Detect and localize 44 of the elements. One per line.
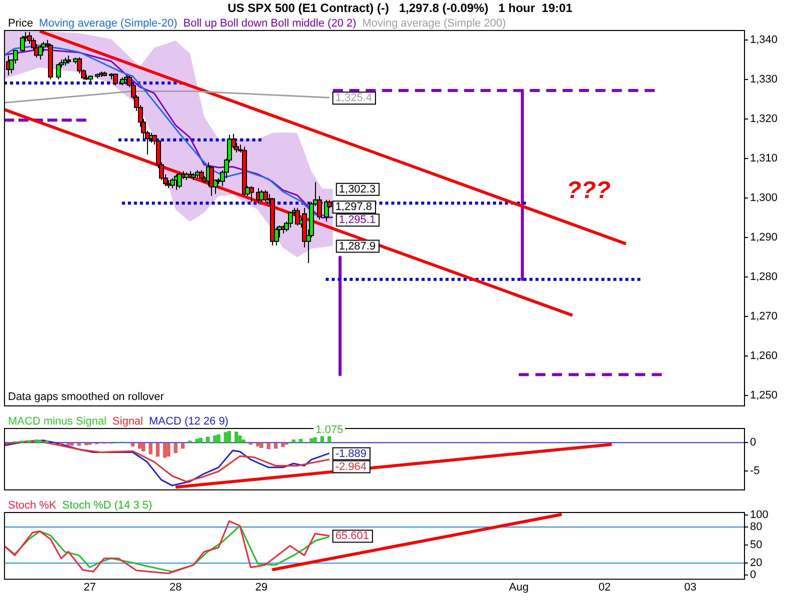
annotation: 1,302.3: [338, 183, 376, 196]
y-tick-label: 1,340: [750, 34, 778, 46]
text: Moving average (Simple 200): [362, 18, 506, 30]
y-tick-label: -5: [750, 464, 760, 477]
annotation: 1,287.9: [338, 240, 376, 252]
y-tick-label: 1,260: [750, 350, 778, 362]
y-tick-label: 50: [750, 539, 762, 552]
data-label: 1,325.4: [335, 92, 372, 104]
y-tick-label: 1,280: [750, 271, 778, 284]
x-tick-label: 29: [255, 581, 268, 594]
x-tick-label: 27: [84, 581, 96, 594]
chart-title: US SPX 500 (E1 Contract) (-) 1,297.8 (-0.09%) 1 hour 19:01: [226, 0, 574, 16]
text: Signal: [112, 416, 143, 428]
y-tick-label: 1,330: [750, 73, 778, 86]
y-tick-label: 0: [750, 436, 756, 449]
y-tick-label: 1,310: [750, 152, 778, 164]
y-tick-label: 1,270: [750, 310, 778, 323]
y-tick-label: 0: [750, 569, 756, 582]
annotation: 1,297.8: [335, 201, 372, 214]
series-label: MACD minus Signal: [8, 416, 106, 428]
annotation: ???: [566, 177, 611, 204]
legend-title: Price: [8, 18, 34, 30]
y-tick-label: 1,320: [750, 112, 778, 125]
data-label: 1,295.1: [338, 214, 376, 226]
y-tick-label: 1,250: [750, 390, 778, 402]
x-tick-label: Aug: [508, 581, 529, 594]
data-label: -2.964: [335, 460, 367, 473]
y-tick-label: 1,300: [750, 192, 778, 204]
x-tick-label: 28: [169, 581, 182, 594]
text: Boll up Boll down Boll middle (20 2): [183, 18, 356, 30]
series-label: Moving average (Simple-20): [39, 18, 178, 30]
y-tick-label: 100: [750, 509, 768, 522]
x-tick-label: 03: [684, 581, 696, 594]
data-label: 1.075: [316, 424, 344, 436]
text: Stoch %D (14 3 5): [62, 500, 152, 512]
y-tick-label: 1,290: [750, 231, 778, 244]
x-tick-label: 02: [598, 581, 611, 594]
annotation: Data gaps smoothed on rollover: [8, 390, 164, 403]
data-label: -1.889: [335, 448, 367, 460]
data-label: 65.601: [335, 530, 369, 542]
y-tick-label: 80: [750, 521, 762, 534]
text: Stoch %K: [8, 500, 57, 512]
y-tick-label: 20: [750, 557, 762, 570]
text: MACD (12 26 9): [149, 416, 228, 428]
